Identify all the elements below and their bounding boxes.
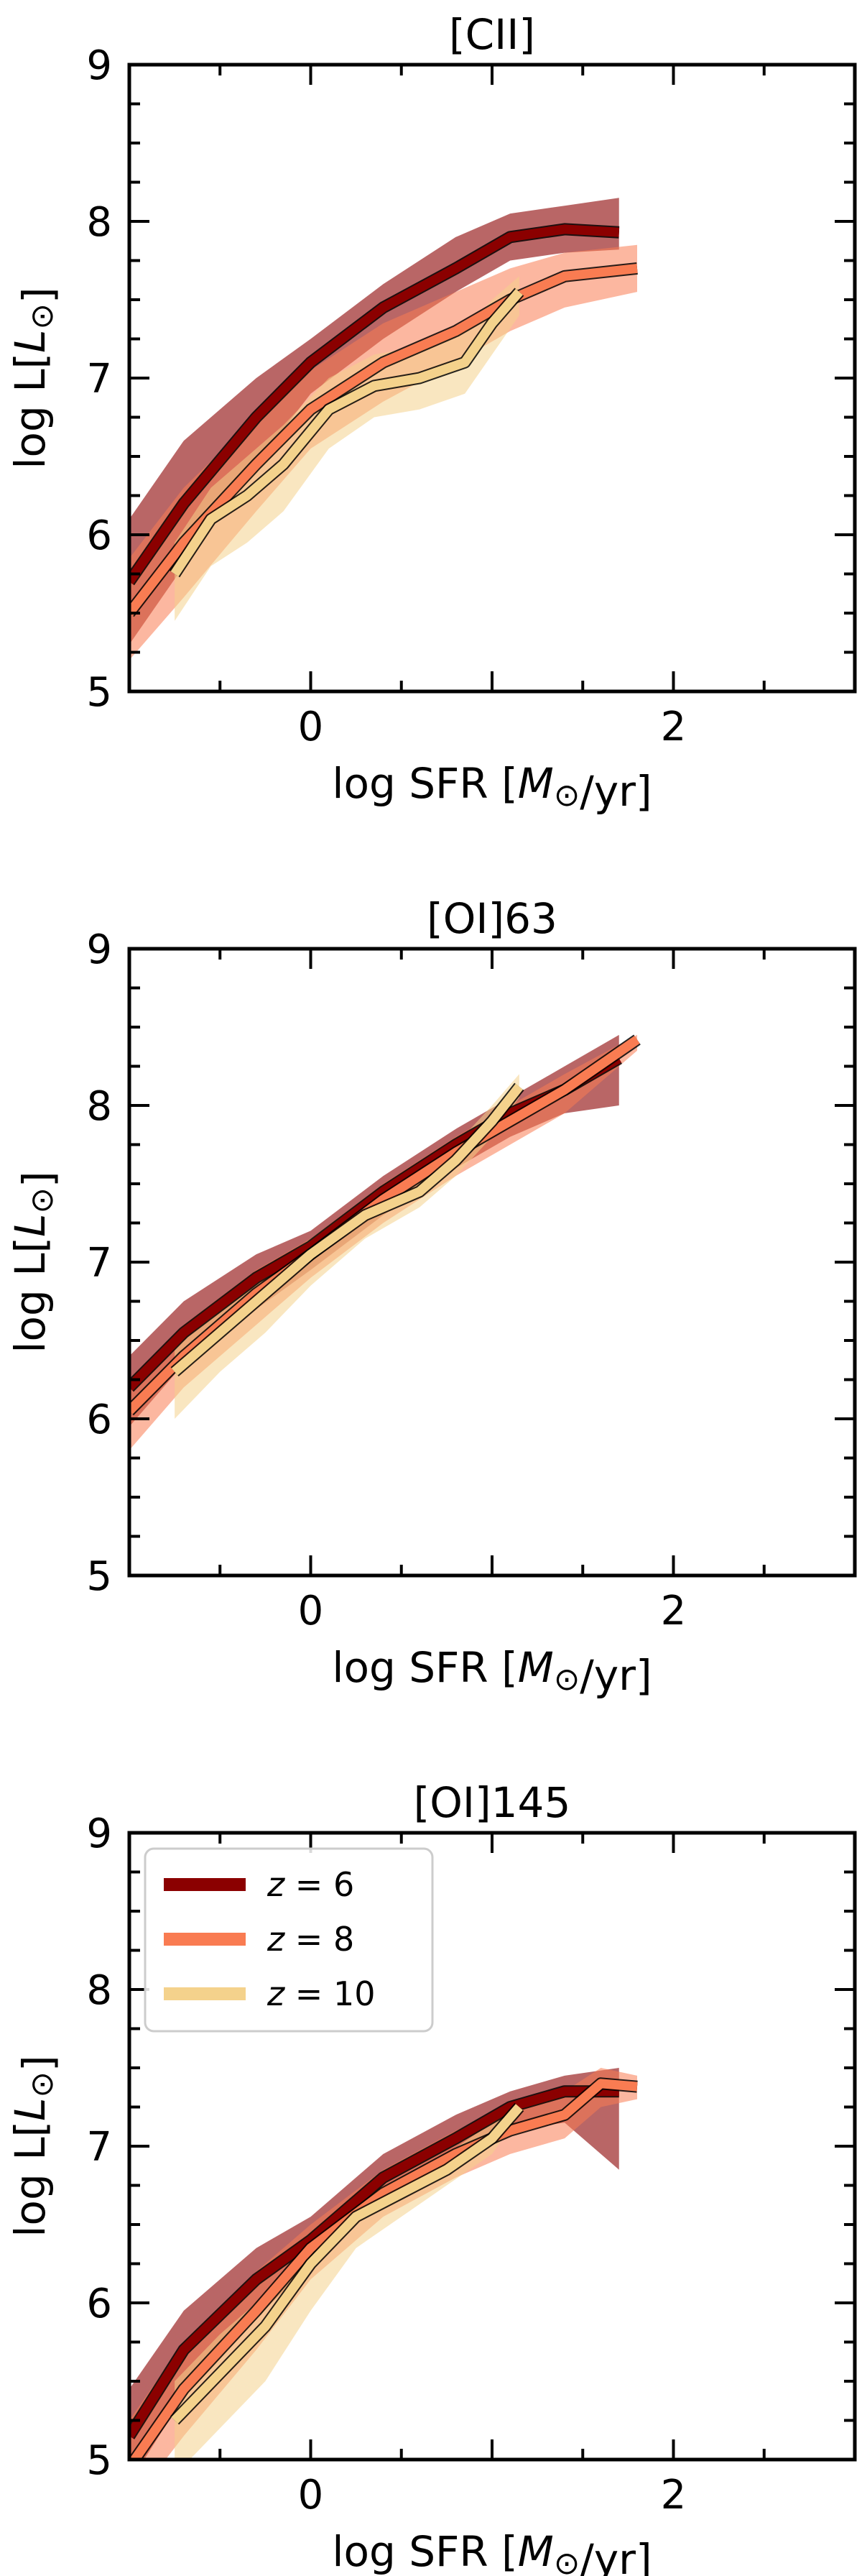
panel-1: 0 2 5 6 7 8 9 [CII] log SFR [M⊙/yr] log L[L⊙]: [6, 10, 857, 816]
line-series-3: [170, 288, 524, 578]
plot-area: [129, 2068, 638, 2460]
y-tick-label: 5: [86, 1553, 112, 1600]
line-series-3: [170, 2102, 524, 2425]
ticks: [128, 63, 856, 693]
line-series-1: [129, 223, 620, 586]
x-tick-label: 2: [661, 704, 687, 750]
panel-title: [CII]: [449, 10, 535, 59]
line-series-2: [129, 2077, 638, 2460]
band-series-3: [175, 1074, 519, 1419]
legend-label: z = 6: [267, 1865, 354, 1904]
y-tick-label: 8: [86, 1083, 112, 1130]
band-series-3: [175, 276, 519, 621]
ticks: [128, 947, 856, 1577]
plot-area: [129, 198, 638, 661]
line-series-3: [170, 1082, 524, 1377]
panel-2: 0 2 5 6 7 8 9 [OI]63 log SFR [M⊙/yr] log L[L⊙]: [6, 894, 857, 1700]
axes-frame: [127, 947, 857, 1578]
y-tick-label: 7: [86, 2124, 112, 2171]
y-tick-label: 5: [86, 2437, 112, 2484]
y-tick-label: 6: [86, 2281, 112, 2327]
legend-item-3: z = 10: [164, 1974, 375, 2013]
y-axis-label: log L[L⊙]: [6, 2055, 62, 2237]
x-axis-label: log SFR [M⊙/yr]: [332, 759, 652, 816]
x-axis-label: log SFR [M⊙/yr]: [332, 2527, 652, 2576]
ticks: [128, 1831, 856, 2461]
band-series-1: [129, 198, 619, 645]
x-axis-label: log SFR [M⊙/yr]: [332, 1643, 652, 1700]
y-tick-label: 7: [86, 356, 112, 402]
axes-frame: [127, 63, 857, 694]
line-series-1: [129, 2085, 619, 2439]
legend-label: z = 10: [267, 1974, 375, 2013]
y-tick-label: 9: [86, 1811, 112, 1857]
x-tick-label: 0: [298, 1588, 324, 1634]
band-series-2: [129, 1034, 637, 1450]
panel-title: [OI]145: [414, 1778, 571, 1827]
legend-label: z = 8: [267, 1920, 354, 1959]
plot-area: [129, 1034, 641, 1450]
y-tick-label: 7: [86, 1240, 112, 1287]
y-axis-label: log L[L⊙]: [6, 287, 62, 469]
x-tick-label: 0: [298, 2472, 324, 2518]
legend-item-1: z = 6: [164, 1865, 354, 1904]
band-series-3: [175, 2099, 519, 2460]
x-tick-label: 2: [661, 1588, 687, 1634]
x-tick-label: 2: [661, 2472, 687, 2518]
legend-item-2: z = 8: [164, 1920, 354, 1959]
y-tick-label: 5: [86, 669, 112, 716]
y-tick-label: 6: [86, 1397, 112, 1443]
y-tick-label: 6: [86, 512, 112, 559]
y-axis-label: log L[L⊙]: [6, 1171, 62, 1353]
y-tick-label: 9: [86, 42, 112, 89]
y-tick-label: 8: [86, 199, 112, 246]
panel-title: [OI]63: [427, 894, 557, 943]
y-tick-label: 9: [86, 926, 112, 973]
x-tick-label: 0: [298, 704, 324, 750]
y-tick-label: 8: [86, 1967, 112, 2014]
panel-3: 0 2 5 6 7 8 9 [OI]145 log SFR [M⊙/yr] log L[L⊙] z …: [6, 1778, 857, 2576]
legend: z = 6 z = 8 z = 10: [144, 1847, 434, 2033]
